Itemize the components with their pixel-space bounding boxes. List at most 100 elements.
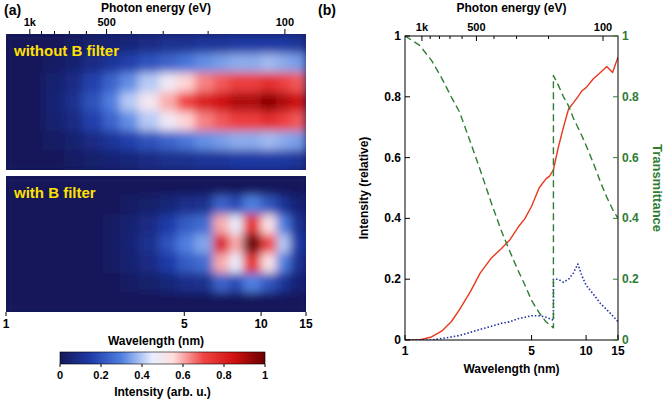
heat-cell	[195, 92, 214, 112]
x2-axis-title: Photon energy (eV)	[456, 1, 566, 15]
x2-tick-label: 500	[97, 16, 115, 28]
heat-cell	[195, 176, 214, 196]
heat-cell	[243, 293, 262, 312]
heat-cell	[243, 195, 262, 215]
heat-cell	[26, 112, 44, 132]
x2-minor-tick	[163, 31, 164, 34]
heat-cell	[243, 131, 262, 151]
x-tick	[261, 312, 262, 316]
heat-cell	[6, 131, 27, 151]
heat-cell	[6, 254, 27, 274]
heat-cell	[277, 53, 291, 73]
x-tick	[306, 312, 307, 316]
heat-cell	[65, 293, 84, 312]
heat-cell	[177, 215, 195, 235]
y2-tick-label: 0.2	[622, 272, 639, 286]
heat-cell	[120, 293, 139, 312]
heat-cell	[43, 234, 65, 254]
heat-cell	[160, 131, 178, 151]
heat-cell	[243, 273, 262, 293]
colorbar-tick-label: 0	[57, 369, 63, 381]
heat-cell	[195, 215, 214, 235]
heat-cell	[26, 215, 44, 235]
colorbar-tick	[142, 364, 143, 367]
heat-cell	[243, 215, 262, 235]
x-tick-label: 1	[3, 317, 10, 331]
heat-cell	[26, 92, 44, 112]
heat-cell	[138, 92, 160, 112]
heat-cell	[277, 92, 291, 112]
heat-cell	[26, 73, 44, 93]
y-tick-label: 1	[394, 29, 401, 43]
colorbar-tick	[101, 364, 102, 367]
heat-cell	[103, 234, 121, 254]
colorbar-tick-label: 0.2	[93, 369, 108, 381]
heat-cell	[261, 215, 277, 235]
heat-cell	[138, 131, 160, 151]
heat-cell	[229, 92, 243, 112]
heat-cell	[290, 293, 306, 312]
x2-minor-tick	[54, 31, 55, 34]
x2-tick-label: 100	[594, 21, 612, 33]
colorbar-tick-label: 0.8	[216, 369, 231, 381]
heat-cell	[160, 195, 178, 215]
heat-cell	[261, 254, 277, 274]
heat-cell	[177, 293, 195, 312]
y2-tick	[613, 279, 618, 280]
heat-cell	[83, 234, 104, 254]
heat-cell	[103, 131, 121, 151]
heat-cell	[103, 176, 121, 196]
heat-cell	[138, 234, 160, 254]
x2-tick	[603, 36, 604, 41]
heat-cell	[120, 273, 139, 293]
plot-area	[405, 36, 618, 340]
figure: (a)Photon energy (eV)1k500100without B f…	[0, 0, 667, 411]
image-cells	[6, 176, 306, 312]
heat-cell	[277, 34, 291, 54]
heat-cell	[195, 234, 214, 254]
y-tick-label: 0.8	[384, 90, 401, 104]
heat-cell	[229, 254, 243, 274]
image-cells	[6, 34, 306, 170]
heat-cell	[83, 293, 104, 312]
heat-cell	[261, 195, 277, 215]
heat-cell	[195, 195, 214, 215]
heat-cell	[138, 53, 160, 73]
heat-cell	[65, 131, 84, 151]
y-tick	[405, 340, 410, 341]
colorbar-tick-label: 0.4	[134, 369, 150, 381]
heat-cell	[138, 176, 160, 196]
x2-tick-label: 1k	[24, 16, 37, 28]
x2-tick	[106, 29, 107, 34]
heat-cell	[277, 273, 291, 293]
heat-cell	[213, 273, 229, 293]
heat-cell	[43, 254, 65, 274]
y2-tick-label: 0.6	[622, 151, 639, 165]
heat-cell	[6, 92, 27, 112]
colorbar-tick-label: 1	[262, 369, 268, 381]
heat-cell	[261, 176, 277, 196]
heat-cell	[65, 92, 84, 112]
heat-cell	[213, 176, 229, 196]
heat-cell	[120, 53, 139, 73]
heat-cell	[195, 53, 214, 73]
heat-cell	[120, 73, 139, 93]
colorbar-tick	[60, 364, 61, 367]
y2-tick	[613, 36, 618, 37]
heat-cell	[83, 273, 104, 293]
heat-cell	[138, 73, 160, 93]
x2-minor-tick	[548, 36, 549, 39]
heat-cell	[290, 273, 306, 293]
heat-cell	[213, 73, 229, 93]
x2-tick-label: 1k	[416, 21, 429, 33]
x2-minor-tick	[131, 31, 132, 34]
y-axis-title: Intensity (relative)	[357, 137, 371, 240]
x-tick	[405, 335, 406, 340]
heat-cell	[229, 176, 243, 196]
colorbar-tick	[265, 364, 266, 367]
y-tick-label: 0.6	[384, 151, 401, 165]
x2-minor-tick	[439, 36, 440, 39]
heat-cell	[277, 234, 291, 254]
heat-cell	[103, 195, 121, 215]
heat-cell	[83, 73, 104, 93]
